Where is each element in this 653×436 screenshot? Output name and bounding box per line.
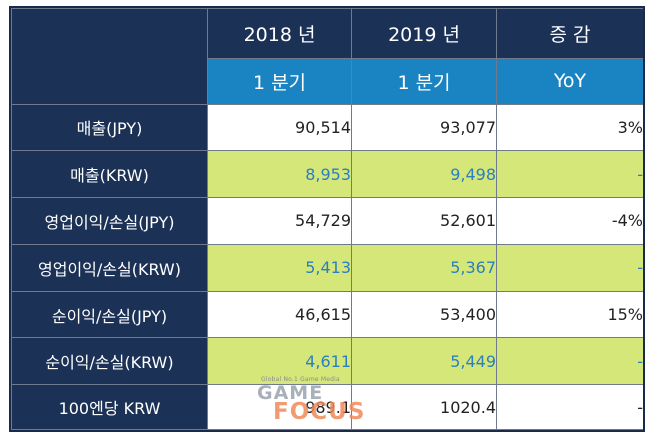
row-label: 매출(JPY) <box>11 103 208 152</box>
value-2019: 93,077 <box>351 103 497 152</box>
value-2018: 90,514 <box>207 103 352 152</box>
value-2019: 9,498 <box>351 150 497 199</box>
row-label: 영업이익/손실(KRW) <box>11 243 208 292</box>
header-row-quarter: 1 분기 1 분기 YoY <box>12 57 643 105</box>
value-2018: 5,413 <box>207 243 352 292</box>
financial-table-frame: 2018 년 2019 년 증 감 1 분기 1 분기 YoY 매출(JPY) … <box>9 6 645 432</box>
subheader-2018: 1 분기 <box>207 57 352 105</box>
header-2018: 2018 년 <box>207 8 352 59</box>
value-2018: 54,729 <box>207 197 352 245</box>
row-label: 순이익/손실(KRW) <box>11 337 208 386</box>
value-yoy: - <box>496 384 643 430</box>
table-row: 영업이익/손실(JPY) 54,729 52,601 -4% <box>11 197 643 245</box>
table-row: 순이익/손실(JPY) 46,615 53,400 15% <box>11 290 643 339</box>
value-2018: 8,953 <box>207 150 352 199</box>
value-2018: 4,611 <box>207 337 352 386</box>
subheader-yoy: YoY <box>496 57 643 105</box>
table-row: 순이익/손실(KRW) 4,611 5,449 - <box>11 337 643 386</box>
value-yoy: 3% <box>496 103 643 152</box>
value-2019: 1020.4 <box>351 384 497 430</box>
table-row: 매출(KRW) 8,953 9,498 - <box>11 150 643 199</box>
value-yoy: 15% <box>496 290 643 339</box>
row-label: 순이익/손실(JPY) <box>11 290 208 339</box>
row-label: 매출(KRW) <box>11 150 208 199</box>
value-2018: 46,615 <box>207 290 352 339</box>
corner-cell <box>11 8 208 105</box>
value-yoy: - <box>496 243 643 292</box>
header-row-year: 2018 년 2019 년 증 감 <box>11 8 643 105</box>
header-2019: 2019 년 <box>351 8 497 59</box>
value-2019: 5,449 <box>351 337 497 386</box>
row-label: 100엔당 KRW <box>11 384 208 430</box>
financial-results-table: 2018 년 2019 년 증 감 1 분기 1 분기 YoY 매출(JPY) … <box>11 8 643 430</box>
value-2019: 52,601 <box>351 197 497 245</box>
value-yoy: - <box>496 337 643 386</box>
subheader-2019: 1 분기 <box>351 57 497 105</box>
row-label: 영업이익/손실(JPY) <box>11 197 208 245</box>
value-yoy: - <box>496 150 643 199</box>
value-yoy: -4% <box>496 197 643 245</box>
table-row: 100엔당 KRW 989.1 1020.4 - <box>11 384 643 430</box>
table-row: 매출(JPY) 90,514 93,077 3% <box>11 103 643 152</box>
header-change: 증 감 <box>496 8 643 59</box>
table-row: 영업이익/손실(KRW) 5,413 5,367 - <box>11 243 643 292</box>
value-2019: 53,400 <box>351 290 497 339</box>
value-2018: 989.1 <box>207 384 352 430</box>
value-2019: 5,367 <box>351 243 497 292</box>
